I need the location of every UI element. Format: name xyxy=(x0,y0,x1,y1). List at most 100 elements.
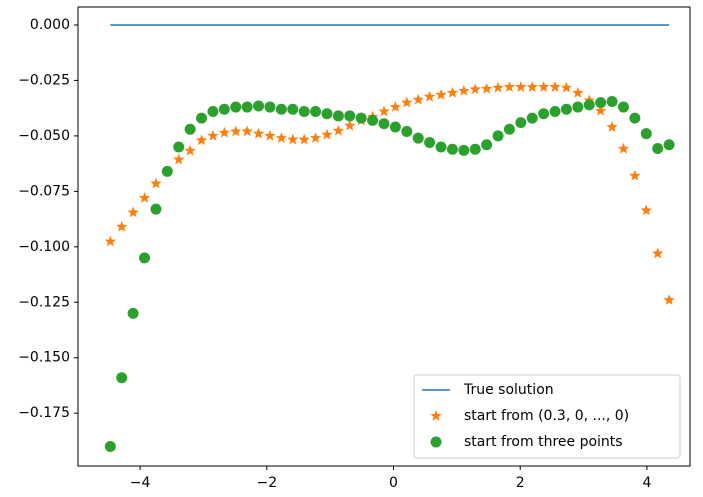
data-point xyxy=(253,100,265,112)
data-point xyxy=(458,144,470,156)
data-point xyxy=(480,82,493,94)
data-point xyxy=(515,117,527,129)
data-point xyxy=(560,81,573,93)
data-point xyxy=(606,121,618,132)
data-point xyxy=(549,81,561,92)
y-tick-label: −0.050 xyxy=(18,128,70,144)
data-point xyxy=(412,93,424,105)
data-point xyxy=(492,81,504,93)
data-point xyxy=(104,235,117,247)
data-point xyxy=(389,101,402,112)
y-tick-label: −0.150 xyxy=(18,350,70,366)
data-point xyxy=(127,307,139,319)
data-point xyxy=(526,112,538,124)
data-point xyxy=(127,206,139,218)
data-point xyxy=(594,104,607,116)
data-point xyxy=(252,127,265,139)
data-point xyxy=(173,153,185,165)
data-point xyxy=(344,119,356,131)
data-point xyxy=(606,96,618,108)
legend-swatch xyxy=(430,436,442,448)
data-point xyxy=(138,192,151,203)
data-point xyxy=(595,97,607,109)
data-point xyxy=(640,204,652,216)
data-point xyxy=(469,143,481,155)
data-point xyxy=(481,139,493,151)
data-point xyxy=(332,110,344,122)
data-point xyxy=(538,108,550,120)
data-point xyxy=(663,294,675,305)
data-point xyxy=(389,121,401,133)
data-point xyxy=(116,220,128,232)
data-point xyxy=(218,126,231,138)
data-point xyxy=(230,125,242,137)
data-point xyxy=(184,144,196,156)
data-point xyxy=(458,84,470,96)
x-tick-label: 2 xyxy=(516,475,525,491)
data-point xyxy=(572,101,584,113)
data-point xyxy=(560,103,572,115)
data-point xyxy=(401,96,413,108)
data-point xyxy=(651,247,664,259)
data-point xyxy=(275,132,288,143)
data-point xyxy=(150,177,162,189)
legend-box xyxy=(413,374,681,459)
data-point xyxy=(287,133,299,145)
data-point xyxy=(469,83,481,95)
x-tick-label: −4 xyxy=(130,475,151,491)
y-tick-label: −0.100 xyxy=(18,239,70,255)
data-point xyxy=(321,128,333,140)
data-point xyxy=(150,203,162,215)
data-point xyxy=(139,252,151,264)
data-point xyxy=(309,132,322,143)
data-point xyxy=(435,88,447,100)
data-point xyxy=(275,103,287,115)
y-tick-label: 0.000 xyxy=(30,17,70,33)
data-point xyxy=(344,110,356,122)
data-point xyxy=(355,112,367,124)
data-point xyxy=(435,141,447,153)
y-tick-label: −0.175 xyxy=(18,405,70,421)
x-tick-label: 4 xyxy=(642,475,651,491)
data-point xyxy=(161,165,173,177)
data-point xyxy=(537,81,550,92)
data-point xyxy=(423,90,436,102)
data-point xyxy=(549,105,561,117)
data-point xyxy=(195,134,208,146)
data-point xyxy=(207,129,219,141)
data-point xyxy=(218,103,230,115)
data-point xyxy=(196,112,208,124)
legend-swatch xyxy=(430,410,442,421)
data-point xyxy=(184,123,196,135)
y-tick-label: −0.075 xyxy=(18,183,70,199)
data-point xyxy=(332,124,345,136)
y-tick-label: −0.025 xyxy=(18,72,70,88)
data-point xyxy=(378,118,390,130)
legend-label: True solution xyxy=(463,382,554,398)
data-point xyxy=(503,123,515,135)
data-point xyxy=(241,125,253,137)
data-point xyxy=(104,440,116,452)
data-point xyxy=(446,86,459,98)
data-point xyxy=(401,125,413,137)
data-point xyxy=(230,101,242,113)
data-point xyxy=(652,143,664,155)
data-point xyxy=(492,130,504,142)
data-point xyxy=(367,114,379,126)
data-point xyxy=(298,105,310,117)
data-point xyxy=(173,141,185,153)
data-point xyxy=(378,105,390,117)
data-point xyxy=(515,81,527,92)
data-point xyxy=(617,101,629,113)
data-point xyxy=(241,101,253,113)
y-tick-label: −0.125 xyxy=(18,294,70,310)
data-point xyxy=(572,86,584,98)
x-tick-label: −2 xyxy=(256,475,277,491)
data-point xyxy=(629,169,641,181)
data-point xyxy=(503,81,516,92)
data-point xyxy=(640,128,652,140)
data-point xyxy=(424,137,436,149)
x-tick-label: 0 xyxy=(389,475,398,491)
data-point xyxy=(287,103,299,115)
